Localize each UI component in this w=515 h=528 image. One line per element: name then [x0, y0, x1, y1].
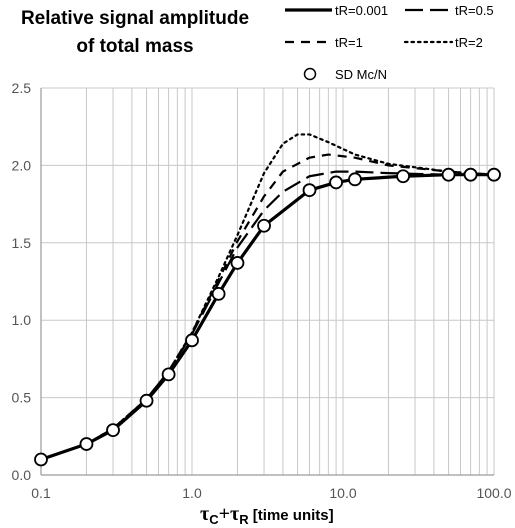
legend-item: SD Mc/N	[303, 67, 387, 82]
series-line-tr-0-5	[40, 170, 494, 461]
y-tick-label: 2.5	[12, 80, 32, 96]
legend-label: tR=2	[455, 35, 483, 50]
legend-item: tR=0.001	[285, 3, 388, 18]
y-tick-label: 0.5	[12, 390, 32, 406]
data-point-marker	[487, 167, 501, 182]
x-tick-label: 0.1	[31, 485, 51, 501]
legend-marker-icon	[303, 67, 317, 81]
legend-item: tR=1	[285, 35, 363, 50]
legend: tR=0.001 tR=0.5 tR=1 tR=2 SD Mc/N	[285, 3, 494, 82]
data-point-marker	[396, 169, 410, 184]
y-tick-label: 0.0	[12, 467, 32, 483]
legend-item: tR=2	[403, 35, 483, 50]
data-point-marker	[329, 175, 343, 190]
chart-title-line-2: of total mass	[76, 36, 194, 57]
data-point-marker	[139, 393, 154, 408]
data-point-marker	[257, 218, 271, 233]
data-point-marker	[302, 183, 317, 198]
data-point-marker	[348, 172, 362, 187]
x-tick-label: 10.0	[329, 485, 356, 501]
series-line-tr-2	[39, 133, 496, 461]
data-point-marker	[211, 286, 226, 301]
y-tick-label: 1.0	[12, 312, 32, 328]
grid-lines	[40, 87, 495, 476]
data-point-marker	[34, 452, 48, 467]
legend-label: SD Mc/N	[335, 67, 387, 82]
x-tick-label: 1.0	[182, 485, 202, 501]
data-point-marker	[106, 423, 120, 438]
series-line-tr-1	[40, 153, 495, 461]
chart-title-line-1: Relative signal amplitude	[20, 8, 250, 29]
data-point-marker	[463, 167, 478, 182]
y-tick-label: 2.0	[12, 157, 32, 173]
legend-label: tR=1	[335, 35, 363, 50]
data-point-marker	[441, 167, 456, 182]
series-group	[34, 133, 501, 467]
y-tick-label: 1.5	[12, 235, 32, 251]
x-axis-label: τC+τR [time units]	[200, 503, 334, 527]
legend-item: tR=0.5	[405, 3, 494, 18]
data-point-marker	[185, 333, 199, 348]
x-tick-label: 100.0	[476, 485, 511, 501]
data-point-marker	[230, 256, 245, 270]
data-point-marker	[161, 367, 176, 382]
series-line-tr-0-001	[40, 173, 494, 462]
data-point-marker	[79, 437, 94, 451]
legend-label: tR=0.001	[335, 3, 388, 18]
legend-label: tR=0.5	[455, 3, 494, 18]
